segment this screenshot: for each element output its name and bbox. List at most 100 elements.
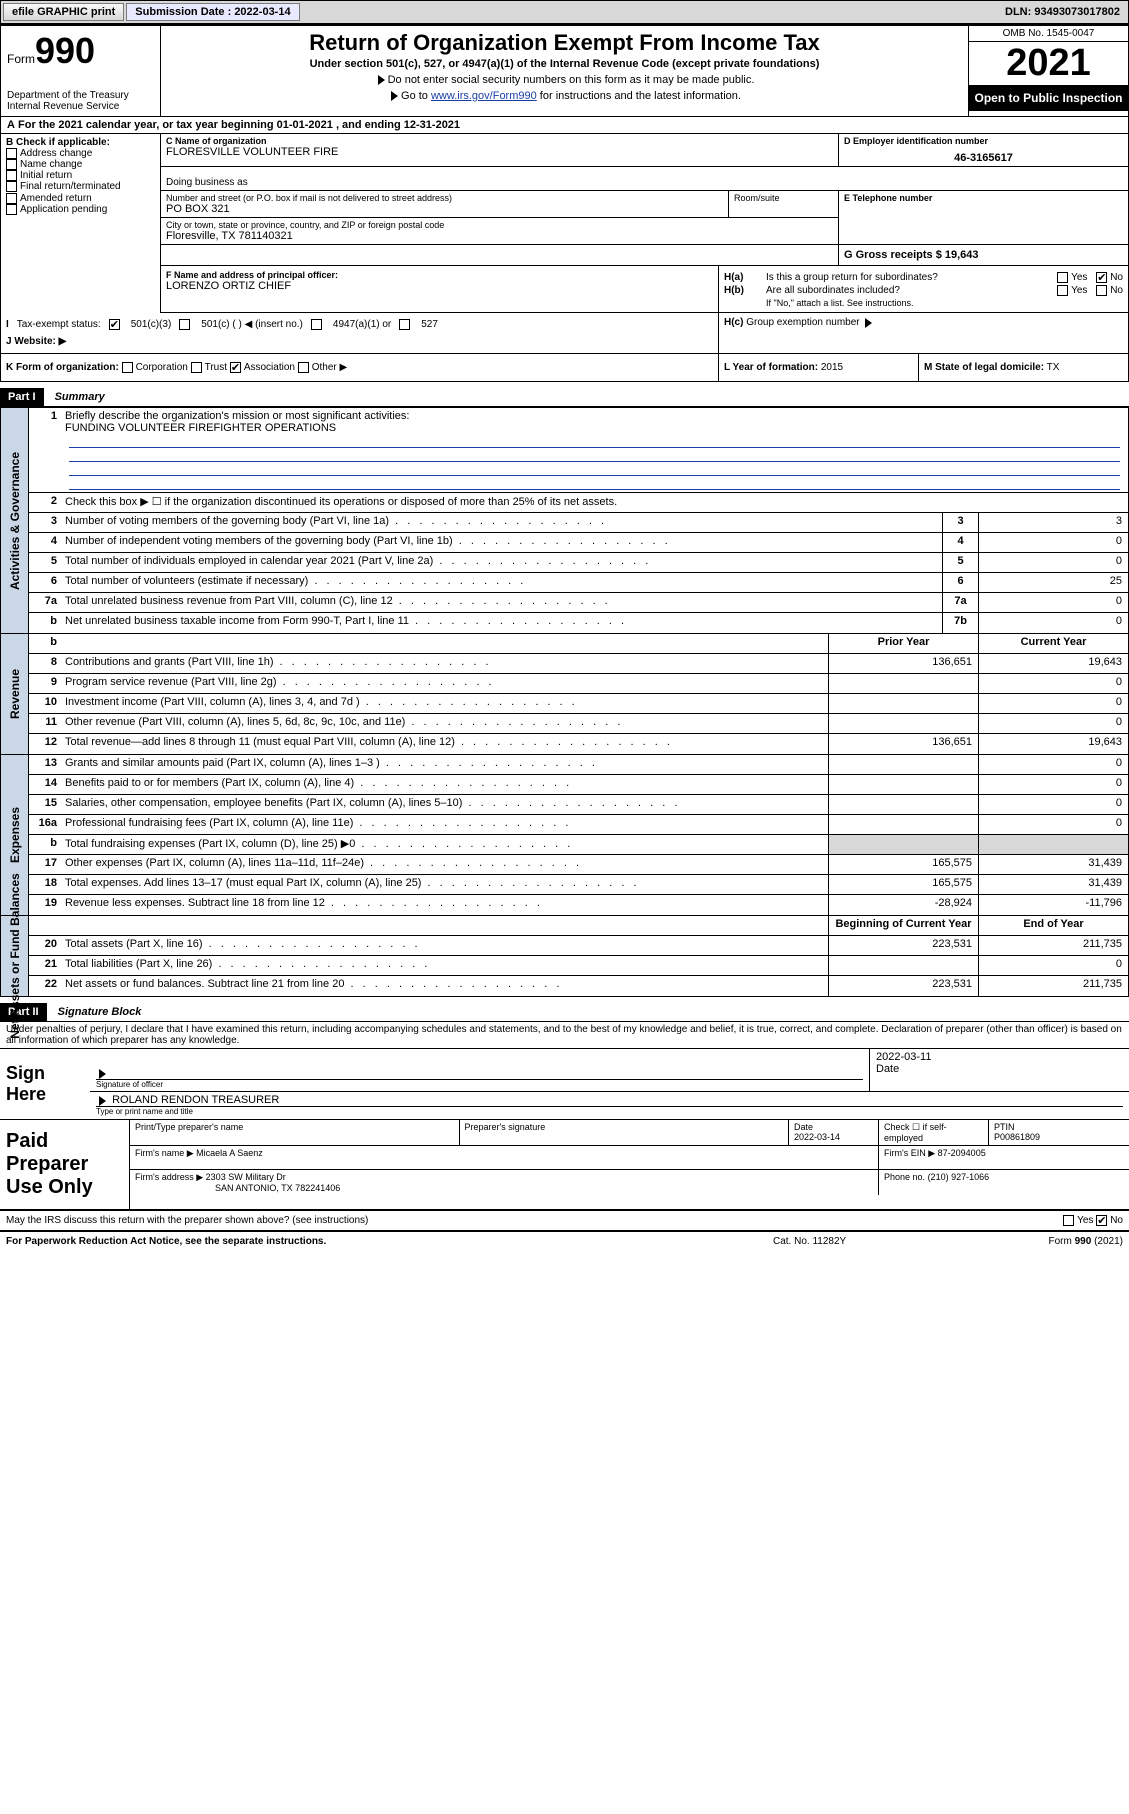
table-row: bNet unrelated business taxable income f… (29, 613, 1128, 633)
firm-addr2: SAN ANTONIO, TX 782241406 (215, 1183, 340, 1193)
ha-yes[interactable] (1057, 272, 1068, 283)
open-inspection: Open to Public Inspection (969, 85, 1128, 111)
table-row: 19Revenue less expenses. Subtract line 1… (29, 895, 1128, 915)
gov-table: Activities & Governance 1 Briefly descri… (0, 407, 1129, 634)
table-row: 4Number of independent voting members of… (29, 533, 1128, 553)
e-label: E Telephone number (844, 193, 1123, 203)
officer-printed: ROLAND RENDON TREASURER (112, 1094, 279, 1106)
col-b-item[interactable]: Name change (6, 159, 155, 170)
efile-button[interactable]: efile GRAPHIC print (3, 3, 124, 21)
col-b-item[interactable]: Initial return (6, 170, 155, 181)
col-b-item[interactable]: Address change (6, 148, 155, 159)
hdr-beg: Beginning of Current Year (828, 916, 978, 935)
department: Department of the Treasury Internal Reve… (7, 90, 154, 112)
declaration: Under penalties of perjury, I declare th… (0, 1022, 1129, 1048)
note-link: Go to www.irs.gov/Form990 for instructio… (169, 90, 960, 102)
col-b-item[interactable]: Application pending (6, 204, 155, 215)
col-b-item[interactable]: Amended return (6, 193, 155, 204)
section-a-taxyear: A For the 2021 calendar year, or tax yea… (0, 117, 1129, 134)
part2-header: Part II Signature Block (0, 1003, 1129, 1022)
submission-date: Submission Date : 2022-03-14 (126, 3, 299, 21)
l-year: L Year of formation: 2015 (718, 354, 918, 381)
discuss-no[interactable] (1096, 1215, 1107, 1226)
i-501c[interactable] (179, 319, 190, 330)
table-row: 21Total liabilities (Part X, line 26)0 (29, 956, 1128, 976)
topbar: efile GRAPHIC print Submission Date : 20… (0, 0, 1129, 24)
firm-ein: 87-2094005 (938, 1148, 986, 1158)
hb-yes[interactable] (1057, 285, 1068, 296)
col-b-item[interactable]: Final return/terminated (6, 181, 155, 192)
k-corp[interactable] (122, 362, 133, 373)
table-row: 17Other expenses (Part IX, column (A), l… (29, 855, 1128, 875)
k-trust[interactable] (191, 362, 202, 373)
vtab-exp: Expenses (8, 807, 22, 863)
paid-preparer-block: Paid Preparer Use Only Print/Type prepar… (0, 1120, 1129, 1211)
ptin-label: PTIN (994, 1122, 1015, 1132)
table-row: 12Total revenue—add lines 8 through 11 (… (29, 734, 1128, 754)
table-row: 7aTotal unrelated business revenue from … (29, 593, 1128, 613)
firm-phone-label: Phone no. (884, 1172, 925, 1182)
prep-date: 2022-03-14 (794, 1132, 840, 1142)
cat-no: Cat. No. 11282Y (773, 1236, 973, 1247)
vtab-rev: Revenue (8, 669, 22, 719)
omb-number: OMB No. 1545-0047 (969, 26, 1128, 42)
k-form-of-org: K Form of organization: Corporation Trus… (1, 354, 718, 381)
q1-value: FUNDING VOLUNTEER FIREFIGHTER OPERATIONS (65, 422, 336, 434)
h-b-text: Are all subordinates included? (766, 285, 1051, 296)
i-4947[interactable] (311, 319, 322, 330)
i-label: Tax-exempt status: (17, 319, 101, 330)
sign-here-block: Sign Here Signature of officer 2022-03-1… (0, 1048, 1129, 1120)
table-row: 16aProfessional fundraising fees (Part I… (29, 815, 1128, 835)
dba-label: Doing business as (161, 167, 1128, 191)
org-name: FLORESVILLE VOLUNTEER FIRE (166, 146, 833, 158)
irs-discuss: May the IRS discuss this return with the… (0, 1211, 1129, 1232)
c-label: C Name of organization (166, 136, 833, 146)
table-row: 8Contributions and grants (Part VIII, li… (29, 654, 1128, 674)
hdr-prior: Prior Year (828, 634, 978, 653)
table-row: 14Benefits paid to or for members (Part … (29, 775, 1128, 795)
hb-no[interactable] (1096, 285, 1107, 296)
firm-ein-label: Firm's EIN ▶ (884, 1148, 935, 1158)
rev-table: Revenue b Prior Year Current Year 8Contr… (0, 634, 1129, 755)
m-state: M State of legal domicile: TX (918, 354, 1128, 381)
table-row: 15Salaries, other compensation, employee… (29, 795, 1128, 815)
j-label: Website: ▶ (14, 336, 66, 347)
prep-self-emp: Check ☐ if self-employed (879, 1120, 989, 1145)
table-row: bTotal fundraising expenses (Part IX, co… (29, 835, 1128, 855)
tax-year: 2021 (969, 42, 1128, 85)
discuss-yes[interactable] (1063, 1215, 1074, 1226)
exp-table: Expenses 13Grants and similar amounts pa… (0, 755, 1129, 916)
firm-addr-label: Firm's address ▶ (135, 1172, 203, 1182)
k-other[interactable] (298, 362, 309, 373)
officer-name: LORENZO ORTIZ CHIEF (166, 280, 713, 292)
f-label: F Name and address of principal officer: (166, 270, 713, 280)
i-527[interactable] (399, 319, 410, 330)
table-row: 6Total number of volunteers (estimate if… (29, 573, 1128, 593)
hdr-curr: Current Year (978, 634, 1128, 653)
ha-no[interactable] (1096, 272, 1107, 283)
form-title: Return of Organization Exempt From Incom… (169, 30, 960, 56)
form-ref: Form 990 (2021) (973, 1236, 1123, 1247)
table-row: 11Other revenue (Part VIII, column (A), … (29, 714, 1128, 734)
irs-link[interactable]: www.irs.gov/Form990 (431, 90, 537, 102)
i-501c3[interactable] (109, 319, 120, 330)
dln: DLN: 93493073017802 (997, 4, 1128, 20)
k-assoc[interactable] (230, 362, 241, 373)
prep-name-label: Print/Type preparer's name (130, 1120, 460, 1145)
street-label: Number and street (or P.O. box if mail i… (166, 193, 723, 203)
date-label: Date (876, 1063, 899, 1075)
room-label: Room/suite (728, 191, 838, 217)
table-row: 5Total number of individuals employed in… (29, 553, 1128, 573)
h-a-text: Is this a group return for subordinates? (766, 272, 1051, 283)
firm-name-label: Firm's name ▶ (135, 1148, 194, 1158)
city-value: Floresville, TX 781140321 (166, 230, 833, 242)
form-header: Form990 Department of the Treasury Inter… (0, 24, 1129, 117)
block-b-to-g: B Check if applicable: Address changeNam… (0, 134, 1129, 313)
hdr-end: End of Year (978, 916, 1128, 935)
ein-value: 46-3165617 (844, 152, 1123, 164)
firm-name: Micaela A Saenz (196, 1148, 263, 1158)
net-table: Net Assets or Fund Balances Beginning of… (0, 916, 1129, 997)
d-label: D Employer identification number (844, 136, 1123, 146)
firm-addr1: 2303 SW Military Dr (206, 1172, 286, 1182)
h-b-note: If "No," attach a list. See instructions… (766, 298, 1123, 308)
